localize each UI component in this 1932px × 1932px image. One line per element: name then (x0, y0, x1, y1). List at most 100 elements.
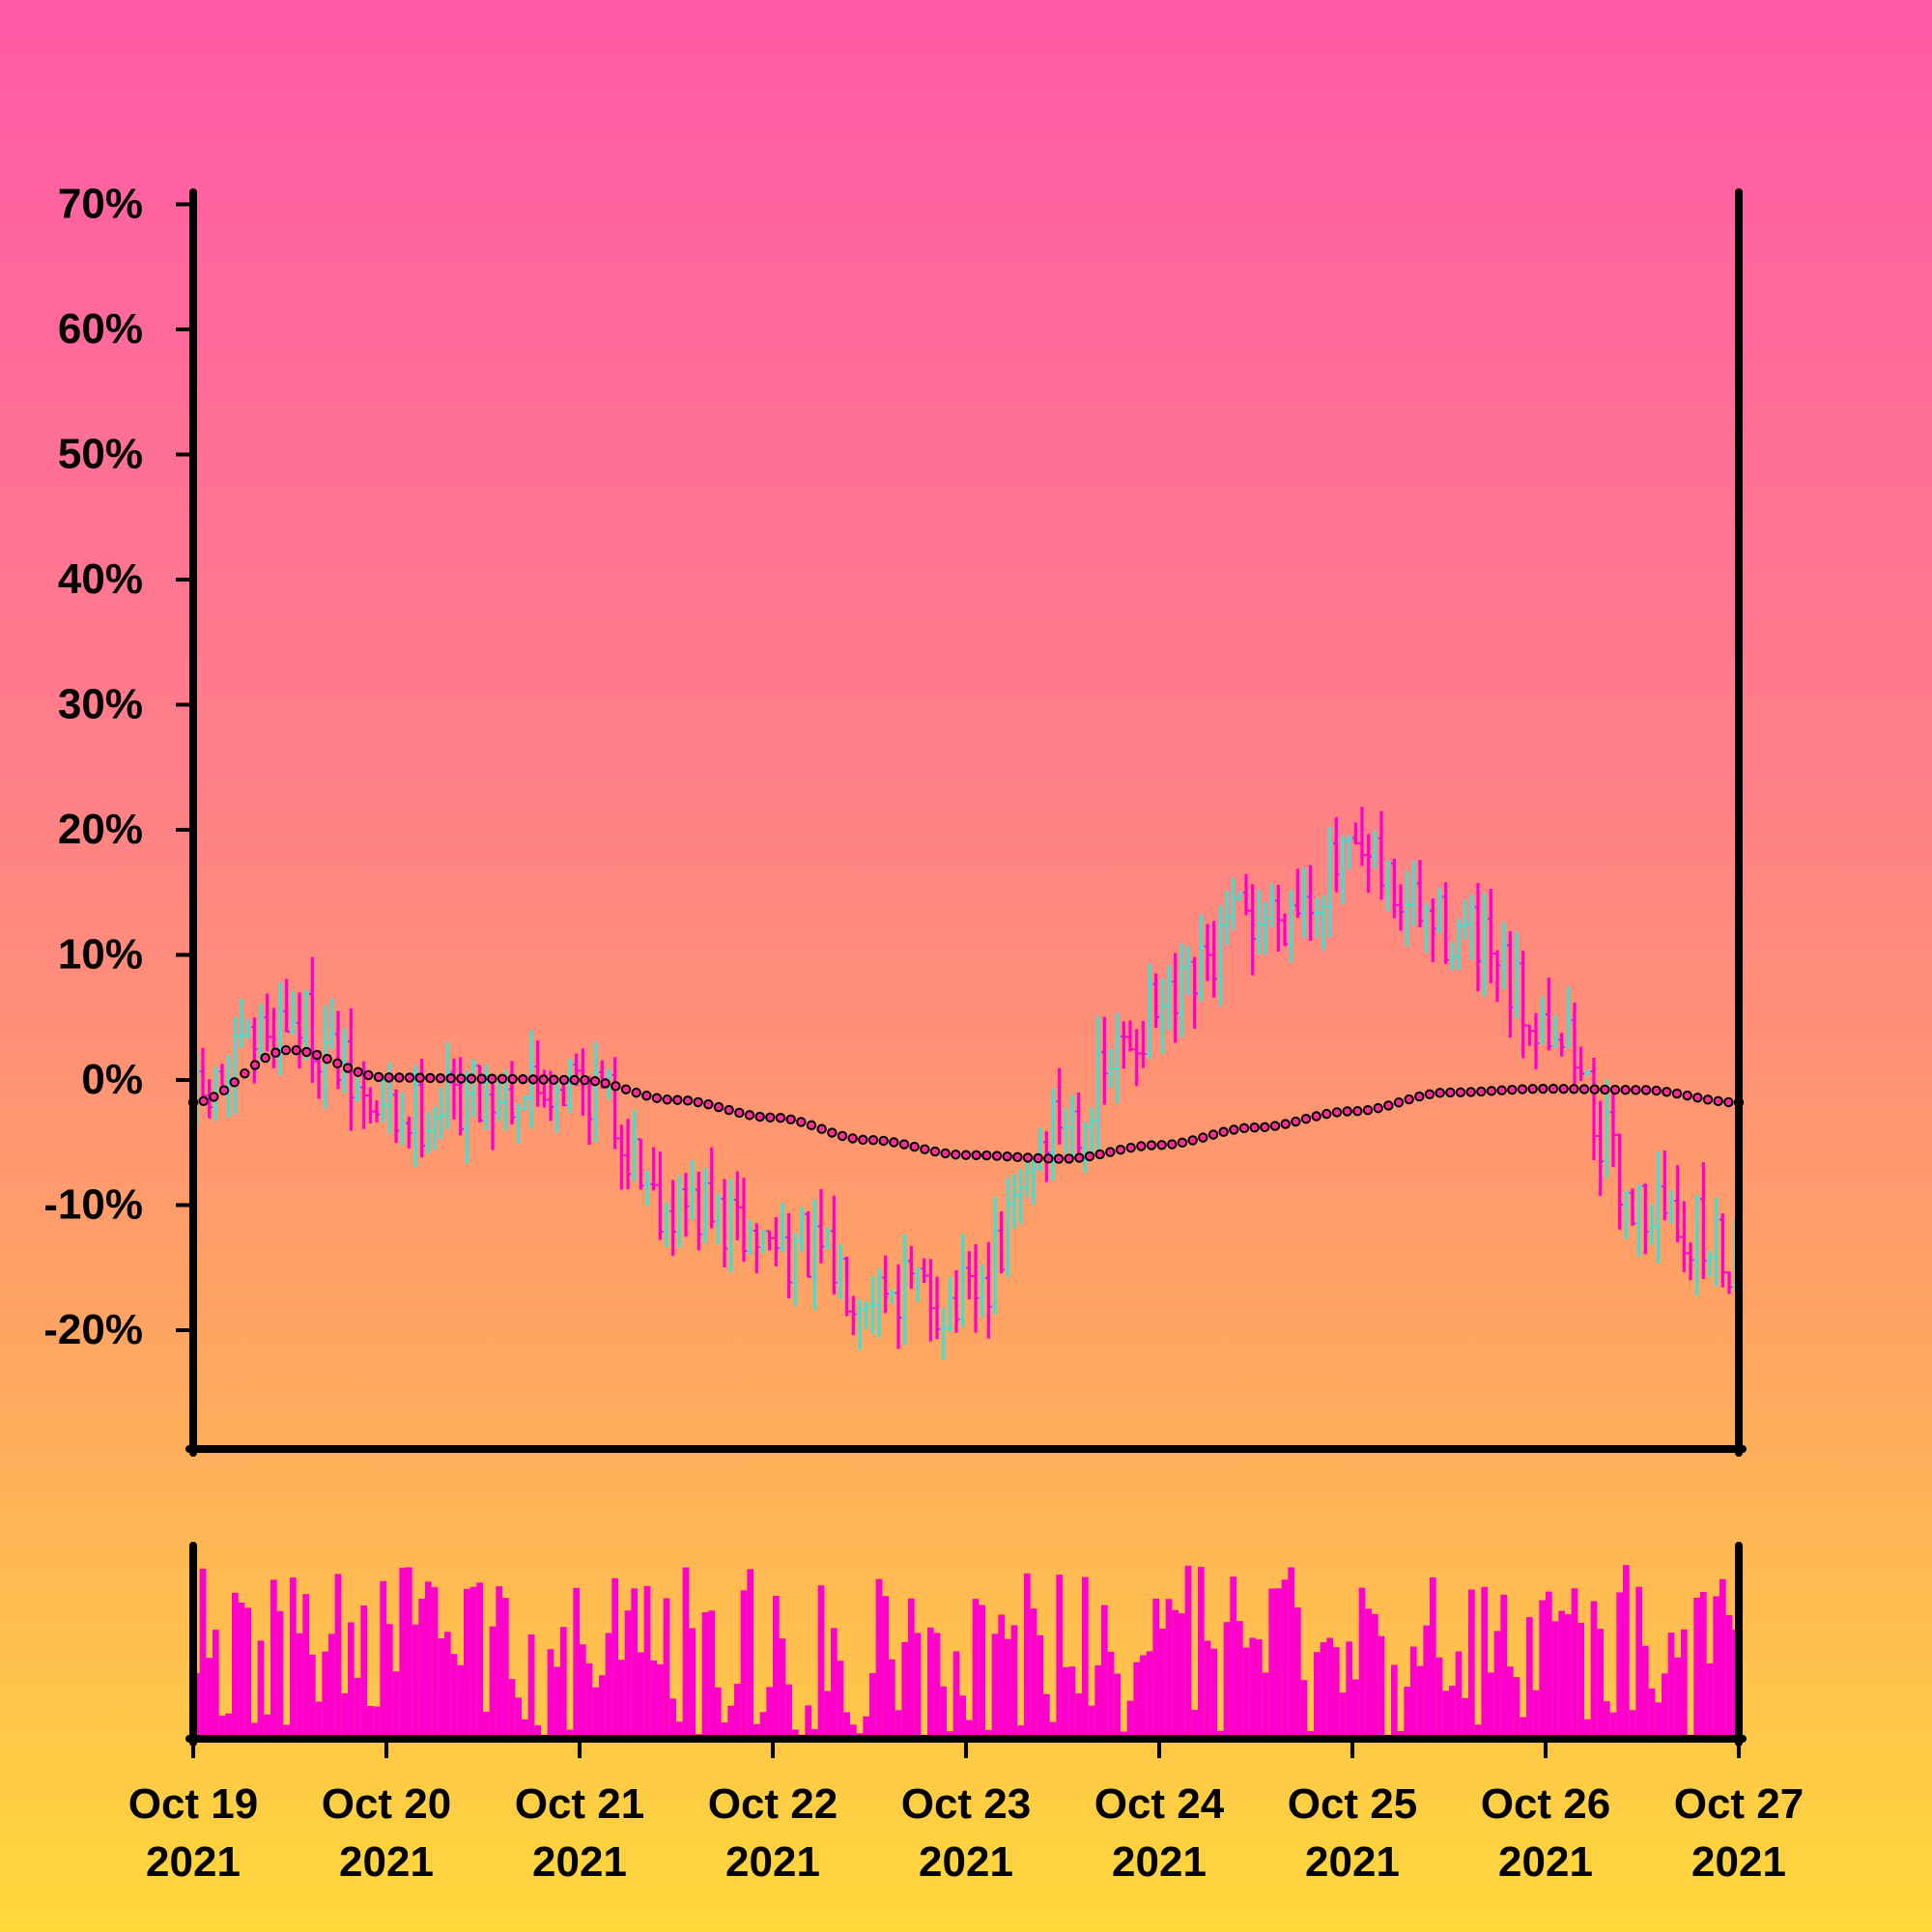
moving-average-point (971, 1150, 981, 1160)
volume-bar (328, 1634, 335, 1739)
moving-average-point (1373, 1102, 1383, 1114)
ohlc-bar (1075, 1092, 1082, 1153)
volume-bar (1629, 1710, 1636, 1739)
volume-bar (1294, 1607, 1301, 1739)
volume-bar (1725, 1614, 1733, 1739)
volume-bar (1700, 1592, 1707, 1739)
volume-bar (1094, 1664, 1101, 1739)
volume-bar (766, 1687, 773, 1739)
x-tick-label-date: Oct 24 (1094, 1780, 1225, 1828)
volume-bar (1236, 1621, 1243, 1739)
volume-bar (1314, 1652, 1321, 1739)
moving-average-point (641, 1091, 652, 1101)
volume-bar (1648, 1688, 1656, 1739)
moving-average-point (909, 1141, 920, 1152)
volume-bar (1500, 1594, 1507, 1739)
ohlc-bar (1507, 931, 1514, 1038)
ohlc-bar (676, 1175, 683, 1248)
ohlc-bar (367, 1087, 374, 1124)
volume-bar (527, 1634, 535, 1739)
volume-bar (1082, 1577, 1089, 1739)
volume-bar (1024, 1573, 1031, 1739)
volume-bar (309, 1654, 316, 1739)
volume-bar (837, 1661, 844, 1739)
moving-average-point (1569, 1084, 1579, 1094)
volume-bar (1320, 1642, 1327, 1739)
volume-bar (1365, 1608, 1372, 1739)
ohlc-bar (824, 1227, 831, 1250)
ohlc-bar (1629, 1188, 1636, 1226)
ohlc-bar (1152, 973, 1159, 1028)
volume-bar (740, 1590, 748, 1739)
volume-bar (624, 1610, 632, 1739)
ohlc-bar (1551, 1015, 1559, 1048)
ohlc-bar (1384, 860, 1391, 912)
ohlc-bar (431, 1106, 439, 1151)
ohlc-bar (1713, 1197, 1719, 1287)
moving-average-point (538, 1074, 549, 1085)
volume-bar (895, 1710, 902, 1739)
volume-bar (1642, 1645, 1649, 1739)
volume-bar (792, 1729, 799, 1739)
moving-average-point (1136, 1141, 1147, 1151)
moving-average-point (1548, 1083, 1559, 1094)
ohlc-bar (785, 1212, 792, 1298)
moving-average-point (929, 1146, 941, 1157)
volume-bar (302, 1594, 309, 1739)
ohlc-bar (779, 1203, 786, 1252)
ohlc-bar (232, 1016, 239, 1114)
moving-average-point (229, 1077, 240, 1088)
ohlc-bar (290, 990, 297, 1036)
volume-bar (585, 1662, 593, 1739)
ohlc-bar (1082, 1122, 1089, 1174)
volume-bar (238, 1603, 245, 1739)
volume-bar (1449, 1686, 1456, 1739)
volume-bar (464, 1588, 470, 1739)
volume-bar (1198, 1567, 1205, 1739)
volume-bar (444, 1632, 451, 1739)
ohlc-bar (831, 1195, 838, 1295)
moving-average-point (1043, 1153, 1054, 1164)
ohlc-bar (1635, 1184, 1642, 1258)
ohlc-bar (1565, 986, 1572, 1048)
ohlc-bar (811, 1199, 818, 1310)
volume-bar (753, 1723, 760, 1739)
volume-bar (1107, 1651, 1115, 1739)
moving-average-point (1260, 1122, 1270, 1133)
moving-average-point (1609, 1084, 1621, 1095)
ohlc-bar (759, 1230, 767, 1254)
y-tick-label: -20% (43, 1306, 143, 1353)
ohlc-bar (276, 982, 284, 1076)
ohlc-bar (631, 1109, 638, 1182)
ohlc-bar (1210, 921, 1217, 998)
volume-bar (1010, 1625, 1018, 1739)
moving-average-point (1589, 1084, 1600, 1094)
volume-bar (1507, 1666, 1514, 1739)
moving-average-point (611, 1081, 621, 1092)
moving-average-point (920, 1144, 930, 1154)
ohlc-bar (1674, 1165, 1681, 1243)
moving-average-point (1094, 1149, 1105, 1160)
moving-average-point (363, 1069, 374, 1081)
volume-bar (1005, 1638, 1011, 1739)
ohlc-bar (843, 1256, 850, 1317)
volume-bar (1577, 1622, 1584, 1739)
volume-bar (1210, 1648, 1217, 1739)
volume-bar (663, 1598, 670, 1739)
y-tick-label: 20% (58, 806, 143, 853)
ohlc-bar (1056, 1067, 1063, 1145)
volume-bar (1468, 1589, 1475, 1739)
moving-average-point (1578, 1084, 1590, 1094)
ohlc-bar (257, 1004, 265, 1062)
moving-average-point (1218, 1126, 1229, 1137)
volume-bar (863, 1716, 869, 1739)
volume-bar (534, 1724, 541, 1739)
ohlc-bar (914, 1267, 922, 1302)
ohlc-bar (1609, 1088, 1617, 1167)
ohlc-bar (1706, 1250, 1714, 1277)
ohlc-bar (1030, 1159, 1037, 1205)
moving-average-point (1383, 1100, 1394, 1111)
ohlc-bar (1474, 883, 1482, 992)
volume-bar (406, 1567, 412, 1739)
moving-average-point (1177, 1137, 1188, 1149)
